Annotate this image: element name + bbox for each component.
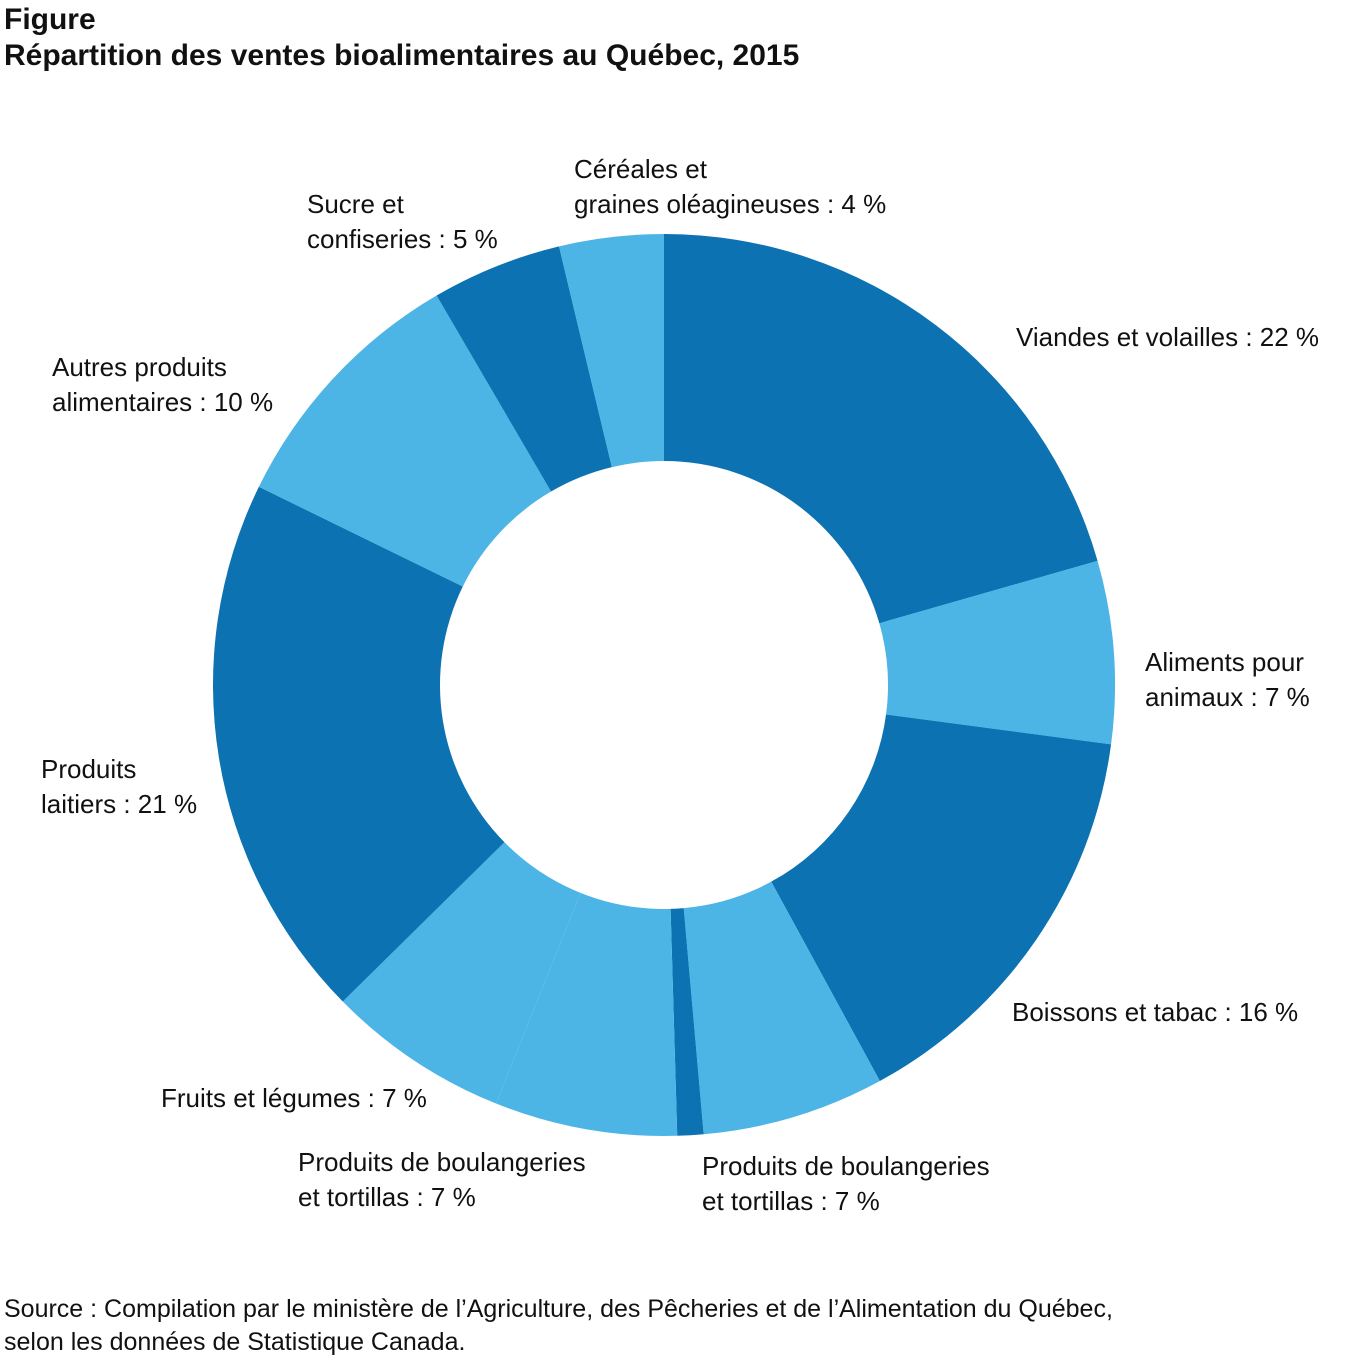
slice-label-line: Produits de boulangeries — [298, 1147, 586, 1177]
slice-label-10: Sucre et confiseries : 5 % — [307, 189, 498, 254]
slice-label-line: animaux : 7 % — [1145, 682, 1310, 712]
slice-label-line: Viandes et volailles : 22 % — [1016, 322, 1319, 352]
slice-label-line: confiseries : 5 % — [307, 224, 498, 254]
source-line-2: selon les données de Statistique Canada. — [4, 1328, 466, 1356]
slice-label-line: Céréales et — [574, 154, 708, 184]
donut-slice-6 — [496, 892, 678, 1136]
source-line-1: Source : Compilation par le ministère de… — [4, 1295, 1113, 1323]
slice-label-3: Boissons et tabac : 16 % — [1012, 997, 1298, 1027]
slice-label-4: Produits de boulangeries et tortillas : 7… — [702, 1151, 990, 1216]
donut-slice-7 — [342, 842, 581, 1104]
figure-header: Figure Répartition des ventes bioaliment… — [4, 2, 799, 74]
slice-label-line: Autres produits — [52, 352, 227, 382]
donut-slice-5 — [670, 908, 704, 1136]
donut-slices — [213, 234, 1115, 1136]
slice-label-2: Aliments pour animaux : 7 % — [1145, 647, 1310, 712]
slice-label-8: Produits laitiers : 21 % — [41, 754, 197, 819]
slice-label-line: et tortillas : 7 % — [298, 1182, 476, 1212]
slice-label-line: Fruits et légumes : 7 % — [161, 1083, 427, 1113]
slice-label-7: Fruits et légumes : 7 % — [161, 1083, 427, 1113]
slice-label-line: Produits de boulangeries — [702, 1151, 990, 1181]
slice-label-1: Viandes et volailles : 22 % — [1016, 322, 1319, 352]
slice-label-line: et tortillas : 7 % — [702, 1186, 880, 1216]
slice-label-line: Sucre et — [307, 189, 405, 219]
donut-slice-11 — [559, 234, 664, 468]
donut-slice-8 — [213, 486, 505, 1002]
donut-slice-10 — [436, 246, 612, 492]
donut-slice-9 — [258, 295, 552, 587]
slice-label-line: alimentaires : 10 % — [52, 387, 273, 417]
source-note: Source : Compilation par le ministère de… — [4, 1293, 1113, 1359]
slice-label-9: Autres produits alimentaires : 10 % — [52, 352, 273, 417]
donut-slice-2 — [879, 560, 1115, 745]
slice-label-11: Céréales et graines oléagineuses : 4 % — [574, 154, 886, 219]
slice-label-line: graines oléagineuses : 4 % — [574, 189, 886, 219]
slice-label-6: Produits de boulangeries et tortillas : 7… — [298, 1147, 586, 1212]
slice-labels: Viandes et volailles : 22 % Aliments pour… — [41, 154, 1319, 1216]
chart-title: Répartition des ventes bioalimentaires a… — [4, 39, 800, 72]
slice-label-line: Aliments pour — [1145, 647, 1304, 677]
donut-slice-3 — [771, 714, 1112, 1081]
slice-label-line: Produits — [41, 754, 136, 784]
figure-label: Figure — [4, 3, 96, 36]
donut-slice-4 — [683, 881, 880, 1135]
donut-slice-1 — [664, 234, 1098, 624]
slice-label-line: Boissons et tabac : 16 % — [1012, 997, 1298, 1027]
slice-label-line: laitiers : 21 % — [41, 789, 197, 819]
